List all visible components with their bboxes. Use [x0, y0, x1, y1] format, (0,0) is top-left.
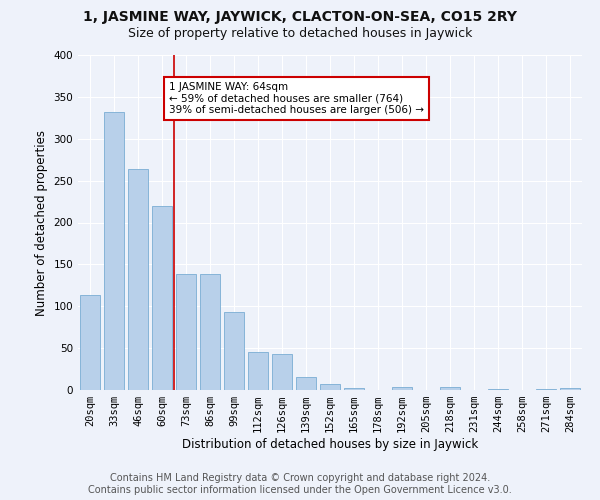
Text: 1, JASMINE WAY, JAYWICK, CLACTON-ON-SEA, CO15 2RY: 1, JASMINE WAY, JAYWICK, CLACTON-ON-SEA,… — [83, 10, 517, 24]
Bar — [200, 274, 220, 390]
Bar — [440, 388, 460, 390]
Text: Contains HM Land Registry data © Crown copyright and database right 2024.
Contai: Contains HM Land Registry data © Crown c… — [88, 474, 512, 495]
Text: Size of property relative to detached houses in Jaywick: Size of property relative to detached ho… — [128, 28, 472, 40]
Bar — [320, 384, 340, 390]
Bar — [80, 296, 100, 390]
Bar — [128, 169, 148, 390]
Bar — [296, 378, 316, 390]
Bar — [176, 274, 196, 390]
Bar — [560, 388, 580, 390]
Text: 1 JASMINE WAY: 64sqm
← 59% of detached houses are smaller (764)
39% of semi-deta: 1 JASMINE WAY: 64sqm ← 59% of detached h… — [169, 82, 424, 115]
Y-axis label: Number of detached properties: Number of detached properties — [35, 130, 48, 316]
Bar — [392, 386, 412, 390]
Bar — [344, 388, 364, 390]
Bar — [536, 389, 556, 390]
Bar — [104, 112, 124, 390]
Bar — [224, 312, 244, 390]
Bar — [488, 389, 508, 390]
Bar — [152, 206, 172, 390]
Bar — [272, 354, 292, 390]
Bar — [248, 352, 268, 390]
X-axis label: Distribution of detached houses by size in Jaywick: Distribution of detached houses by size … — [182, 438, 478, 451]
